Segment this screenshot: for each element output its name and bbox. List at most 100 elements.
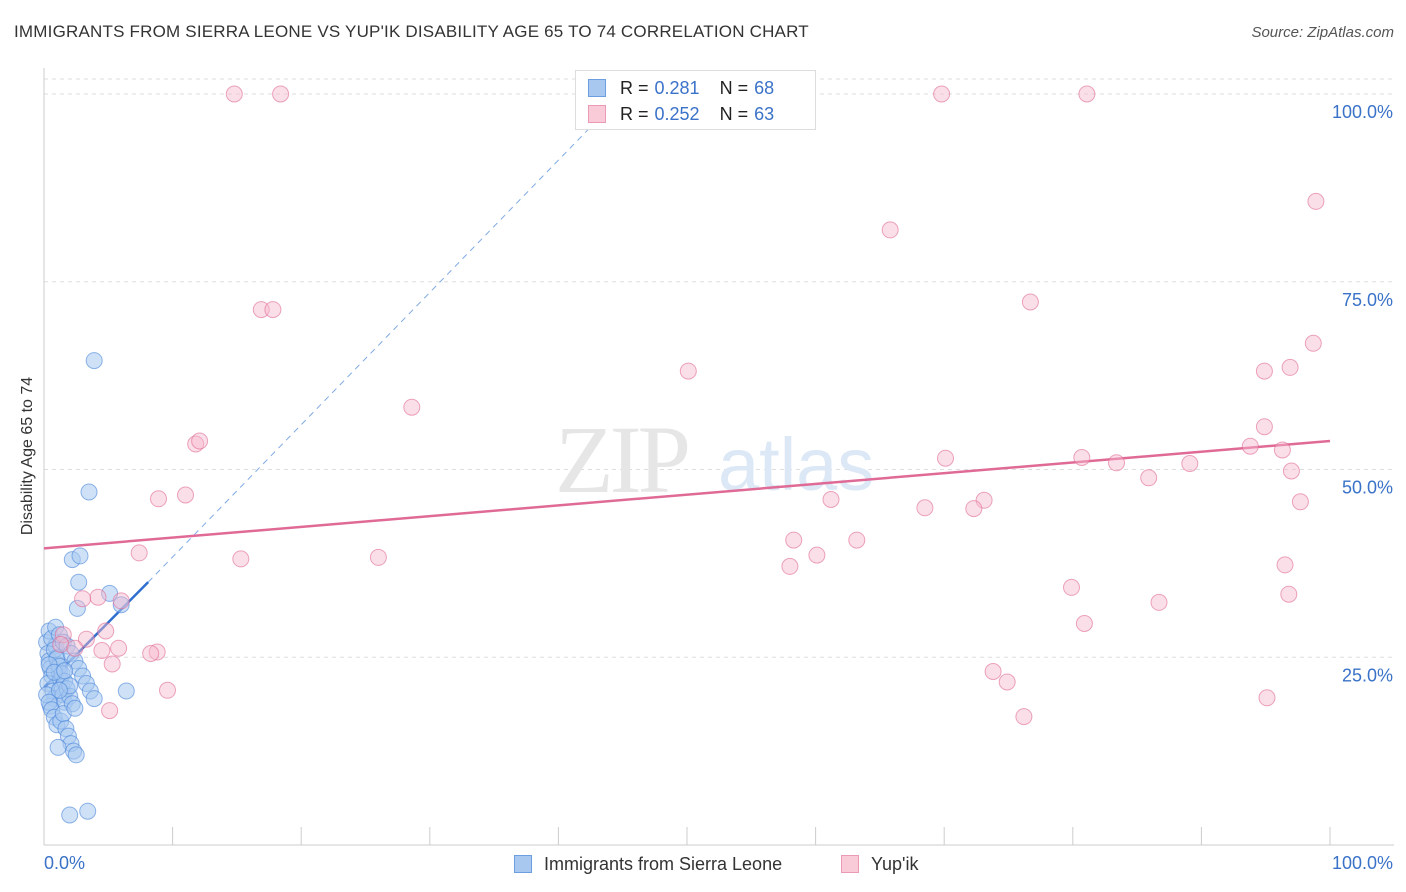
point-yupik <box>54 626 72 644</box>
point-yupik <box>403 398 421 416</box>
tick-labels: 25.0% 50.0% 75.0% 100.0% 0.0% 100.0% <box>44 102 1393 873</box>
point-yupik <box>1307 192 1325 210</box>
point-yupik <box>177 486 194 504</box>
legend-n-label: N = <box>719 77 749 98</box>
point-yupik <box>916 499 934 517</box>
point-sierra-leone <box>56 662 74 680</box>
point-yupik <box>1078 85 1096 103</box>
legend: R = 0.281 N = 68 R = 0.252 N = 63 <box>575 70 816 130</box>
y-tick-label: 75.0% <box>1342 290 1393 310</box>
point-yupik <box>159 681 176 699</box>
point-yupik <box>937 449 954 467</box>
legend-row-sierra-leone: R = 0.281 N = 68 <box>588 76 774 100</box>
point-yupik <box>1258 689 1276 707</box>
legend-swatch-pink <box>588 105 606 123</box>
point-yupik <box>369 548 387 566</box>
point-yupik <box>232 550 250 568</box>
chart-title: IMMIGRANTS FROM SIERRA LEONE VS YUP'IK D… <box>14 22 809 41</box>
point-yupik <box>1150 593 1168 611</box>
point-yupik <box>110 639 128 657</box>
point-yupik <box>1291 493 1309 511</box>
point-yupik <box>1255 418 1273 436</box>
trend-line-sierra-leone-extrapolated <box>147 93 624 583</box>
point-sierra-leone <box>68 599 86 617</box>
series-sierra-leone <box>38 352 135 824</box>
point-yupik <box>984 663 1002 680</box>
point-sierra-leone <box>80 483 98 501</box>
series-yupik <box>52 85 1325 726</box>
point-yupik <box>150 490 167 508</box>
y-axis-title: Disability Age 65 to 74 <box>19 376 36 536</box>
point-yupik <box>998 673 1016 691</box>
point-yupik <box>77 630 95 648</box>
point-sierra-leone <box>79 802 97 820</box>
point-yupik <box>52 636 70 653</box>
y-tick-label: 25.0% <box>1342 665 1393 685</box>
point-yupik <box>272 85 290 103</box>
point-yupik <box>66 639 84 657</box>
data-points <box>38 85 1325 824</box>
point-sierra-leone <box>117 682 135 700</box>
point-yupik <box>1140 469 1158 487</box>
legend-row-yupik: R = 0.252 N = 63 <box>588 102 774 126</box>
point-yupik <box>74 590 92 608</box>
y-tick-label: 50.0% <box>1342 478 1393 498</box>
point-sierra-leone <box>66 699 84 717</box>
point-yupik <box>1273 441 1291 459</box>
point-yupik <box>1241 437 1259 455</box>
point-yupik <box>679 362 697 380</box>
bottom-legend-sierra-leone: Immigrants from Sierra Leone <box>514 852 782 876</box>
point-yupik <box>1282 462 1300 480</box>
point-yupik <box>781 557 799 575</box>
point-yupik <box>1181 455 1199 472</box>
trend-line-yupik <box>43 439 1331 550</box>
axes <box>43 68 1394 846</box>
point-yupik <box>785 531 803 549</box>
legend-r-label: R = <box>620 103 649 124</box>
bottom-legend-yupik: Yup'ik <box>841 852 918 876</box>
trend-lines <box>43 93 1331 689</box>
legend-r-value: 0.281 <box>654 77 700 98</box>
point-sierra-leone <box>50 681 68 699</box>
point-yupik <box>1075 615 1093 632</box>
point-sierra-leone <box>70 573 88 591</box>
point-yupik <box>130 544 148 562</box>
point-yupik <box>965 500 983 518</box>
point-yupik <box>252 301 270 319</box>
y-tick-label: 100.0% <box>1332 102 1393 122</box>
legend-n-value: 63 <box>754 103 775 124</box>
point-yupik <box>103 655 121 673</box>
point-yupik <box>112 592 130 610</box>
bottom-legend-swatch-pink <box>841 855 859 873</box>
point-yupik <box>1255 362 1273 380</box>
point-yupik <box>1073 449 1091 466</box>
point-sierra-leone <box>61 806 79 824</box>
point-sierra-leone <box>85 690 103 708</box>
point-yupik <box>89 588 107 606</box>
watermark-atlas: atlas <box>718 423 874 506</box>
point-sierra-leone <box>67 746 85 764</box>
x-tick-label-min: 0.0% <box>44 853 85 873</box>
point-sierra-leone <box>85 352 103 370</box>
bottom-legend-swatch-blue <box>514 855 532 873</box>
bottom-legend-label: Yup'ik <box>871 853 919 874</box>
point-yupik <box>808 546 826 564</box>
x-tick-label-max: 100.0% <box>1332 853 1393 873</box>
point-yupik <box>225 85 243 103</box>
point-yupik <box>1281 358 1299 376</box>
legend-r-value: 0.252 <box>654 103 700 124</box>
point-yupik <box>97 622 115 640</box>
point-yupik <box>264 301 282 319</box>
point-yupik <box>881 221 899 239</box>
point-yupik <box>933 85 951 103</box>
point-yupik <box>1015 708 1033 726</box>
point-yupik <box>1280 585 1298 603</box>
point-yupik <box>848 531 866 549</box>
point-sierra-leone <box>112 596 130 614</box>
point-yupik <box>142 645 160 662</box>
point-yupik <box>1108 454 1125 472</box>
point-yupik <box>822 491 840 508</box>
grid-lines <box>44 78 1394 658</box>
bottom-legend-label: Immigrants from Sierra Leone <box>544 853 783 874</box>
